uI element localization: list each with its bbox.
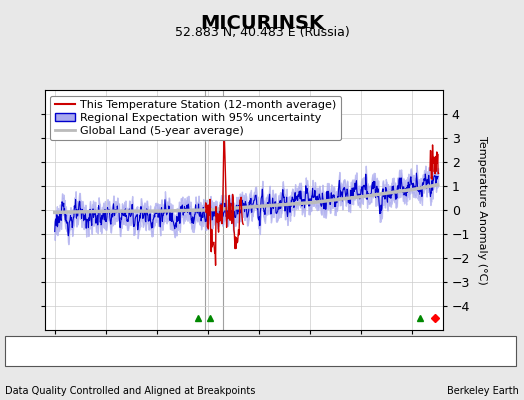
Text: Record Gap: Record Gap [136,346,189,356]
Text: ■: ■ [372,346,383,356]
Text: Time of Obs. Change: Time of Obs. Change [241,346,335,356]
Text: MICURINSK: MICURINSK [200,14,324,33]
Text: ▼: ▼ [228,346,236,356]
Text: Empirical Break: Empirical Break [385,346,456,356]
Text: Data Quality Controlled and Aligned at Breakpoints: Data Quality Controlled and Aligned at B… [5,386,256,396]
Text: 52.883 N, 40.483 E (Russia): 52.883 N, 40.483 E (Russia) [174,26,350,39]
Text: ▲: ▲ [123,346,132,356]
Text: Berkeley Earth: Berkeley Earth [447,386,519,396]
Text: Station Move: Station Move [26,346,86,356]
Y-axis label: Temperature Anomaly (°C): Temperature Anomaly (°C) [477,136,487,284]
Text: ◆: ◆ [13,346,21,356]
Legend: This Temperature Station (12-month average), Regional Expectation with 95% uncer: This Temperature Station (12-month avera… [50,96,341,140]
